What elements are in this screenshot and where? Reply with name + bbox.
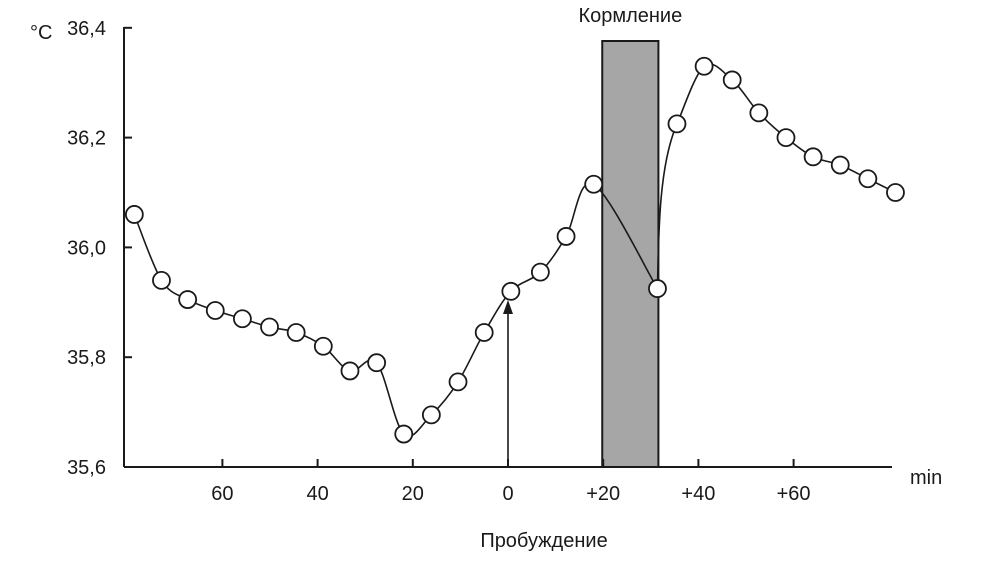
data-point [722,70,742,90]
temperature-series-points [124,56,905,444]
data-point [830,155,850,175]
x-axis-ticks: 60 40 20 0 +20 +40 +60 [211,459,811,505]
data-point [286,323,306,342]
x-tick-label: +40 [681,483,715,505]
x-tick-label: 40 [306,483,328,505]
waking-marker: Пробуждение [480,300,608,552]
data-point [667,114,687,134]
y-tick-label: 35,8 [67,347,106,369]
feeding-label: Кормление [578,5,682,27]
data-point [474,323,494,342]
y-tick-label: 36,0 [67,237,106,259]
data-point [421,405,441,425]
data-point [749,103,769,123]
data-point [694,56,714,76]
data-point [152,270,171,290]
data-point [803,147,823,167]
data-point [776,128,796,148]
data-point [858,169,878,189]
data-point [648,279,667,298]
data-point [556,227,576,246]
feeding-period: Кормление [578,5,682,468]
y-axis-ticks: 35,6 35,8 36,0 36,2 36,4 [67,18,132,479]
data-point [448,372,468,392]
data-point [501,281,521,301]
data-point [886,183,905,202]
x-tick-label: 0 [502,483,513,505]
y-tick-label: 36,4 [67,18,106,40]
data-point [205,301,225,320]
x-tick-label: 60 [211,483,233,505]
y-tick-label: 36,2 [67,128,106,150]
data-point [313,336,333,356]
data-point [178,290,198,309]
data-point [124,205,144,224]
data-point [232,309,252,329]
x-tick-label: +60 [777,483,811,505]
x-tick-label: +20 [586,483,620,505]
data-point [530,262,550,282]
data-point [340,361,360,381]
feeding-period-band [601,40,660,468]
data-point [260,317,279,337]
data-point [367,353,387,373]
waking-arrow-head [503,300,513,314]
waking-label: Пробуждение [480,530,607,552]
temperature-series-line [133,63,896,437]
data-point [584,174,604,194]
x-axis-unit-label: min [910,467,942,489]
data-point [394,424,414,444]
x-tick-label: 20 [402,483,424,505]
y-tick-label: 35,6 [67,457,106,479]
y-axis-unit-label: °C [30,22,52,44]
